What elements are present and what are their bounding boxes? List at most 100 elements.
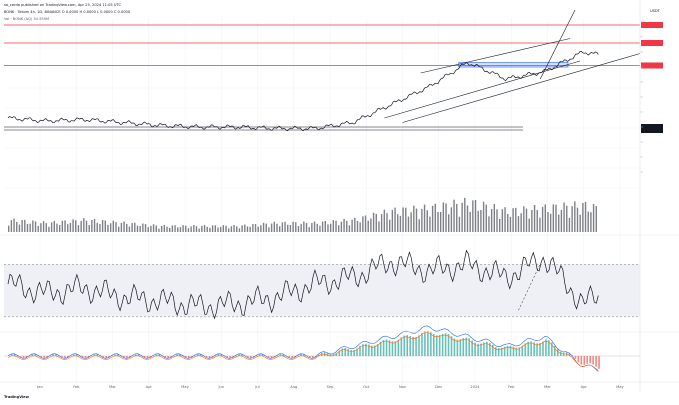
macd-histogram-bar (229, 356, 231, 358)
volume-bar (461, 202, 463, 232)
macd-histogram-bar (492, 344, 494, 356)
macd-histogram-bar (494, 347, 497, 356)
volume-bar (128, 226, 131, 232)
author-line: sa_cerda published on TradingView.com, A… (4, 3, 121, 7)
macd-histogram-bar (580, 356, 583, 365)
macd-histogram-bar (394, 341, 397, 356)
volume-bar (72, 219, 74, 232)
volume-bar (370, 218, 372, 232)
volume-bar (439, 212, 442, 232)
macd-histogram-bar (267, 356, 270, 358)
macd-histogram-bar (574, 356, 577, 359)
volume-bar (590, 212, 592, 232)
x-tick-label: May (181, 385, 189, 389)
macd-histogram-bar (96, 354, 99, 356)
macd-histogram-bar (341, 348, 344, 356)
volume-bar (584, 201, 587, 232)
trend-line (402, 53, 641, 123)
macd-histogram-bar (143, 356, 146, 358)
macd-histogram-bar (261, 354, 264, 356)
macd-histogram-bar (545, 339, 547, 356)
macd-histogram-bar (368, 344, 370, 356)
macd-histogram-bar (486, 341, 488, 356)
volume-bar (42, 221, 45, 232)
volume-bar (399, 215, 402, 232)
volume-bar (29, 223, 31, 232)
macd-histogram-bar (388, 340, 391, 356)
volume-bar (407, 216, 410, 232)
level-tag (641, 40, 663, 46)
macd-histogram-bar (412, 337, 414, 356)
volume-bar (126, 223, 128, 232)
macd-histogram-bar (134, 354, 137, 356)
volume-bar (182, 225, 184, 232)
macd-histogram-bar (179, 354, 181, 356)
macd-histogram-bar (270, 356, 273, 358)
volume-bar (560, 209, 563, 232)
macd-histogram-bar (553, 345, 556, 356)
volume-bar (236, 226, 238, 232)
macd-histogram-bar (444, 333, 447, 356)
volume-bar (509, 216, 512, 232)
volume-bar (174, 225, 176, 232)
macd-histogram-bar (595, 356, 597, 367)
macd-signal-line (7, 332, 599, 371)
volume-bar (512, 208, 514, 232)
macd-histogram-bar (356, 348, 358, 356)
volume-bar (574, 201, 576, 232)
volume-bar (544, 204, 546, 232)
macd-histogram-bar (288, 356, 290, 358)
macd-histogram-bar (385, 339, 388, 356)
macd-histogram-bar (114, 354, 116, 356)
macd-histogram-bar (64, 356, 66, 358)
volume-bar (201, 225, 203, 232)
volume-bar (238, 228, 241, 232)
tradingview-logo: TradingView (4, 395, 29, 399)
x-tick-label: Jan (36, 385, 43, 389)
macd-histogram-bar (441, 333, 444, 356)
macd-histogram-bar (568, 353, 571, 356)
volume-bar (388, 219, 391, 232)
x-axis: Jan Feb Mar Apr May Jun Jul Aug Sep Oct Nov Dec 2024… (36, 385, 624, 389)
macd-histogram-bar (158, 354, 161, 356)
volume-bar (305, 223, 308, 232)
volume-bar (429, 216, 431, 232)
macd-histogram-bar (382, 339, 385, 356)
x-tick-label: Feb (73, 385, 80, 389)
macd-histogram-bar (34, 354, 37, 356)
volume-bar (160, 225, 163, 232)
x-tick-label: Jun (217, 385, 224, 389)
grid (4, 18, 640, 384)
volume-bar (265, 223, 267, 232)
volume-bar (58, 224, 61, 232)
rsi-band (4, 264, 640, 317)
volume-bar (10, 220, 13, 232)
volume-bar (552, 204, 555, 232)
macd-histogram-bar (13, 354, 16, 356)
x-tick-label: Apr (581, 385, 588, 389)
volume-bar (281, 222, 284, 232)
trend-lines (384, 9, 641, 123)
volume-bar (378, 221, 380, 232)
x-tick-label: Aug (290, 385, 297, 389)
volume-bar (32, 220, 34, 232)
volume-bar (222, 225, 225, 232)
volume-bar (16, 221, 18, 232)
macd-histogram-bar (397, 339, 400, 356)
rsi-panel (4, 249, 640, 320)
volume-bar (391, 209, 394, 232)
volume-bar (190, 226, 192, 232)
macd-histogram-bar (489, 342, 491, 356)
volume-bar (134, 222, 136, 232)
volume-bar (536, 209, 538, 232)
volume-bar (469, 211, 471, 232)
volume-bar (45, 223, 47, 232)
volume-bar (303, 221, 305, 232)
volume-bar (85, 220, 88, 232)
volume-bar (142, 223, 144, 232)
macd-histogram-bar (362, 344, 364, 356)
volume-bar (426, 210, 428, 232)
macd-histogram-bar (258, 354, 261, 356)
macd-histogram-bar (571, 355, 574, 356)
